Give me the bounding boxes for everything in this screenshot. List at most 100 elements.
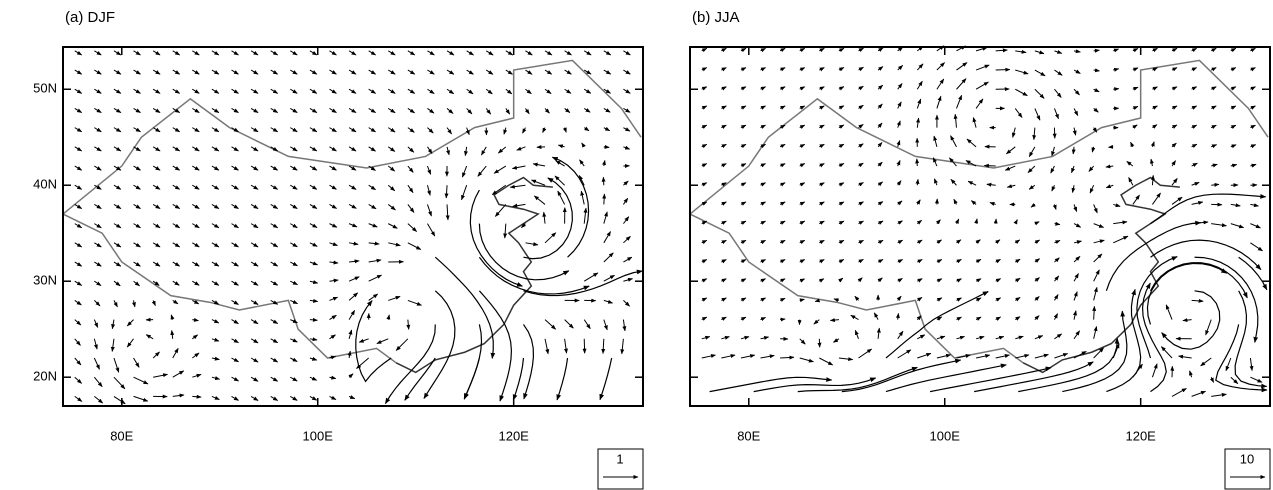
- wind-vector: [701, 124, 708, 129]
- wind-vector: [211, 299, 220, 305]
- wind-vector: [975, 316, 982, 321]
- wind-vector: [192, 146, 200, 152]
- wind-vector: [760, 278, 766, 283]
- wind-vector: [407, 146, 415, 153]
- wind-vector: [1249, 357, 1254, 372]
- wind-vector: [721, 105, 727, 110]
- wind-vector: [347, 350, 352, 359]
- wind-vector: [211, 50, 220, 56]
- wind-vector: [1071, 165, 1075, 174]
- wind-vector: [1191, 200, 1204, 205]
- wind-vector: [1015, 258, 1021, 264]
- wind-vector: [838, 124, 845, 129]
- wind-vector: [1054, 333, 1063, 340]
- wind-vector: [740, 239, 747, 245]
- wind-vector: [740, 354, 756, 359]
- wind-vector: [427, 69, 435, 75]
- wind-vector: [1171, 47, 1178, 53]
- wind-vector: [211, 280, 220, 286]
- streamline: [1141, 282, 1167, 393]
- wind-vector: [623, 108, 631, 113]
- wind-vector: [1073, 291, 1078, 301]
- wind-vector: [270, 299, 279, 305]
- wind-vector: [151, 300, 156, 307]
- wind-vector: [525, 50, 533, 56]
- wind-vector: [348, 69, 357, 75]
- wind-vector: [544, 232, 557, 244]
- wind-vector: [348, 395, 356, 400]
- wind-vector: [446, 50, 455, 56]
- wind-vector: [721, 259, 727, 264]
- wind-vector: [1209, 377, 1214, 383]
- wind-vector: [133, 261, 141, 267]
- wind-vector: [623, 50, 631, 56]
- wind-vector: [192, 242, 200, 248]
- wind-vector: [172, 203, 181, 210]
- wind-vector: [799, 201, 806, 206]
- wind-vector: [1073, 88, 1080, 96]
- wind-vector: [936, 278, 943, 283]
- wind-vector: [916, 315, 922, 321]
- wind-vector: [1171, 105, 1178, 110]
- wind-vector: [917, 239, 923, 245]
- wind-vector: [838, 239, 845, 245]
- wind-vector: [622, 319, 627, 332]
- wind-vector: [1230, 163, 1238, 168]
- wind-vector: [854, 329, 859, 339]
- wind-vector: [995, 316, 1002, 321]
- reference-label: 1: [616, 451, 623, 466]
- wind-vector: [309, 356, 318, 361]
- wind-vector: [603, 50, 612, 56]
- wind-vector: [309, 203, 318, 209]
- wind-vector: [348, 127, 357, 133]
- wind-vector: [1073, 350, 1087, 359]
- wind-vector: [407, 165, 414, 173]
- wind-vector: [192, 50, 200, 56]
- wind-vector: [407, 127, 415, 133]
- wind-vector: [701, 67, 708, 72]
- streamline: [797, 366, 918, 393]
- wind-vector: [557, 144, 565, 149]
- wind-vector: [348, 50, 357, 56]
- wind-vector: [512, 203, 526, 208]
- wind-vector: [309, 165, 318, 171]
- streamline: [523, 177, 573, 260]
- wind-vector: [1171, 86, 1178, 91]
- wind-vector: [858, 47, 864, 53]
- wind-vector: [1113, 203, 1121, 208]
- wind-vector: [1152, 67, 1158, 72]
- wind-vector: [427, 50, 435, 56]
- wind-vector: [485, 50, 494, 56]
- wind-vector: [897, 200, 903, 206]
- wind-vector: [485, 108, 492, 115]
- wind-vector: [1050, 165, 1055, 174]
- wind-vector: [1150, 174, 1155, 186]
- wind-vector: [290, 203, 298, 209]
- wind-vector: [760, 86, 766, 91]
- wind-vector: [376, 338, 389, 345]
- wind-vector: [270, 261, 279, 267]
- wind-vector: [309, 242, 318, 247]
- wind-vector: [133, 357, 140, 368]
- wind-vector: [348, 223, 358, 228]
- wind-vector: [192, 394, 202, 399]
- wind-vector: [967, 180, 977, 186]
- wind-vector: [309, 317, 318, 322]
- wind-vector: [290, 165, 298, 171]
- wind-vector: [877, 258, 884, 264]
- wind-vector: [94, 300, 101, 307]
- wind-vector: [603, 69, 612, 75]
- wind-vector: [309, 223, 318, 228]
- wind-vector: [915, 178, 920, 186]
- wind-vector: [152, 88, 161, 94]
- wind-vector: [603, 252, 614, 263]
- wind-vector: [172, 69, 181, 75]
- wind-vector: [1250, 105, 1256, 110]
- wind-vector: [348, 276, 360, 282]
- wind-vector: [583, 272, 599, 282]
- wind-vector: [602, 159, 606, 167]
- wind-vector: [250, 146, 259, 152]
- wind-vector: [368, 223, 378, 228]
- wind-vector: [1092, 305, 1097, 320]
- wind-vector: [231, 299, 239, 305]
